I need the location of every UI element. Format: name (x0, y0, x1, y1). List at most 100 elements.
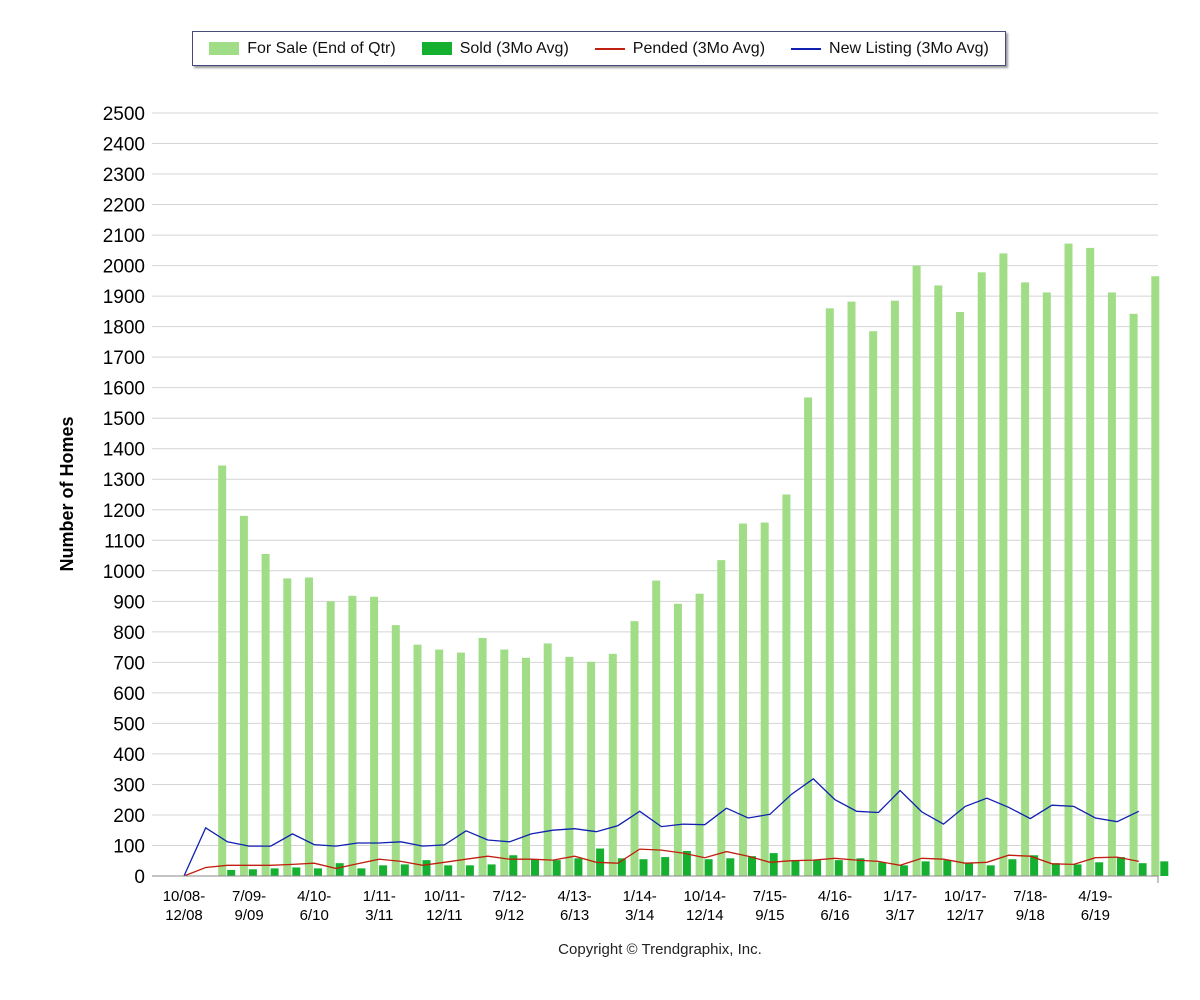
x-tick-label: 10/14- (684, 888, 727, 905)
for-sale-bar (1151, 276, 1160, 877)
sold-bar (552, 860, 561, 876)
sold-bar (1138, 863, 1147, 876)
legend-item-sold: Sold (3Mo Avg) (421, 39, 569, 58)
x-tick-label: 3/17 (885, 907, 914, 924)
y-tick-label: 1600 (103, 379, 145, 400)
for-sale-bar (218, 465, 227, 876)
sold-bar (444, 865, 453, 876)
chart-legend: For Sale (End of Qtr) Sold (3Mo Avg) Pen… (192, 31, 1006, 66)
for-sale-bar (283, 578, 292, 876)
legend-label-sold: Sold (3Mo Avg) (459, 39, 569, 57)
y-tick-label: 1400 (103, 440, 145, 461)
y-tick-label: 400 (113, 745, 145, 766)
sold-bar (639, 859, 648, 876)
for-sale-bar (804, 397, 813, 876)
for-sale-bar (652, 580, 661, 876)
sold-bar (617, 858, 626, 876)
sold-bar (986, 865, 995, 876)
y-tick-label: 500 (113, 714, 145, 735)
for-sale-bar (977, 272, 986, 876)
sold-bar (1095, 862, 1104, 876)
sold-bar (1073, 864, 1082, 876)
sold-bar (661, 857, 670, 876)
x-tick-label: 1/17- (883, 888, 917, 905)
y-tick-label: 600 (113, 684, 145, 705)
sold-bar (487, 864, 496, 876)
for-sale-bar (847, 301, 856, 876)
legend-swatch-pended (594, 47, 625, 50)
legend-swatch-sold (421, 42, 452, 55)
for-sale-bar (1107, 292, 1116, 876)
for-sale-bar (934, 285, 943, 876)
y-tick-label: 100 (113, 836, 145, 857)
for-sale-bar (326, 601, 335, 876)
y-tick-label: 1100 (104, 531, 145, 552)
sold-bar (1116, 857, 1125, 876)
x-tick-label: 10/17- (944, 888, 987, 905)
for-sale-bar (565, 656, 574, 876)
y-tick-label: 0 (134, 867, 145, 888)
y-tick-label: 1800 (103, 318, 145, 339)
for-sale-bar (760, 522, 769, 876)
for-sale-bar (1086, 247, 1095, 876)
y-tick-label: 1000 (103, 562, 145, 583)
x-tick-label: 7/18- (1013, 888, 1047, 905)
sold-bar (878, 862, 887, 876)
sold-bar (357, 868, 366, 876)
y-tick-label: 800 (113, 623, 145, 644)
for-sale-bar (630, 621, 639, 876)
for-sale-bar (608, 653, 617, 876)
legend-item-new-listing: New Listing (3Mo Avg) (791, 40, 989, 58)
x-tick-label: 7/15- (753, 888, 787, 905)
for-sale-bar (305, 577, 313, 876)
x-tick-label: 9/09 (234, 907, 263, 924)
y-tick-label: 1200 (103, 501, 145, 522)
for-sale-bar (1021, 282, 1030, 876)
sold-bar (335, 863, 344, 876)
sold-bar (465, 865, 474, 876)
for-sale-bar (890, 300, 899, 876)
for-sale-bar (1042, 292, 1051, 876)
copyright-notice: Copyright © Trendgraphix, Inc. (558, 941, 762, 958)
y-tick-label: 2400 (103, 135, 145, 156)
x-tick-label: 4/10- (297, 888, 331, 905)
sold-bar (856, 858, 865, 876)
sold-bar (379, 865, 388, 876)
y-tick-label: 2500 (103, 104, 145, 125)
for-sale-bar (391, 625, 400, 876)
sold-bar (943, 860, 952, 876)
y-tick-label: 700 (113, 653, 145, 674)
x-tick-label: 10/11- (424, 888, 465, 905)
for-sale-bar (1129, 313, 1138, 876)
pended-line (183, 848, 1139, 877)
sold-bar (769, 853, 778, 876)
sold-bar (248, 869, 257, 876)
sold-bar (400, 864, 409, 876)
x-tick-label: 1/11- (363, 888, 396, 905)
sold-bar (227, 869, 236, 876)
for-sale-bar (587, 661, 596, 876)
sold-bar (791, 860, 800, 876)
x-tick-label: 12/11 (426, 907, 462, 924)
sold-bar (1008, 859, 1017, 876)
sold-bar (899, 865, 908, 876)
for-sale-bar (999, 253, 1008, 877)
sold-bar (813, 860, 822, 876)
y-tick-label: 2100 (103, 226, 145, 247)
y-tick-label: 2300 (103, 165, 145, 186)
for-sale-bar (1064, 243, 1073, 876)
x-tick-label: 12/17 (946, 907, 984, 924)
sold-bars (227, 848, 1169, 876)
sold-bar (834, 860, 843, 876)
y-tick-label: 2000 (103, 257, 145, 278)
y-tick-labels: 0 100 200 300 400 500 600 700 800 900 1000 1100 1200… (103, 104, 145, 888)
for-sale-bar (869, 331, 878, 876)
x-tick-label: 6/13 (560, 907, 589, 924)
x-tick-label: 6/19 (1081, 907, 1110, 924)
y-tick-label: 1700 (103, 348, 145, 369)
x-tick-label: 7/12- (492, 888, 526, 905)
x-tick-label: 1/14- (623, 888, 657, 905)
x-tick-label: 6/10 (300, 907, 329, 924)
sold-bar (704, 859, 713, 876)
